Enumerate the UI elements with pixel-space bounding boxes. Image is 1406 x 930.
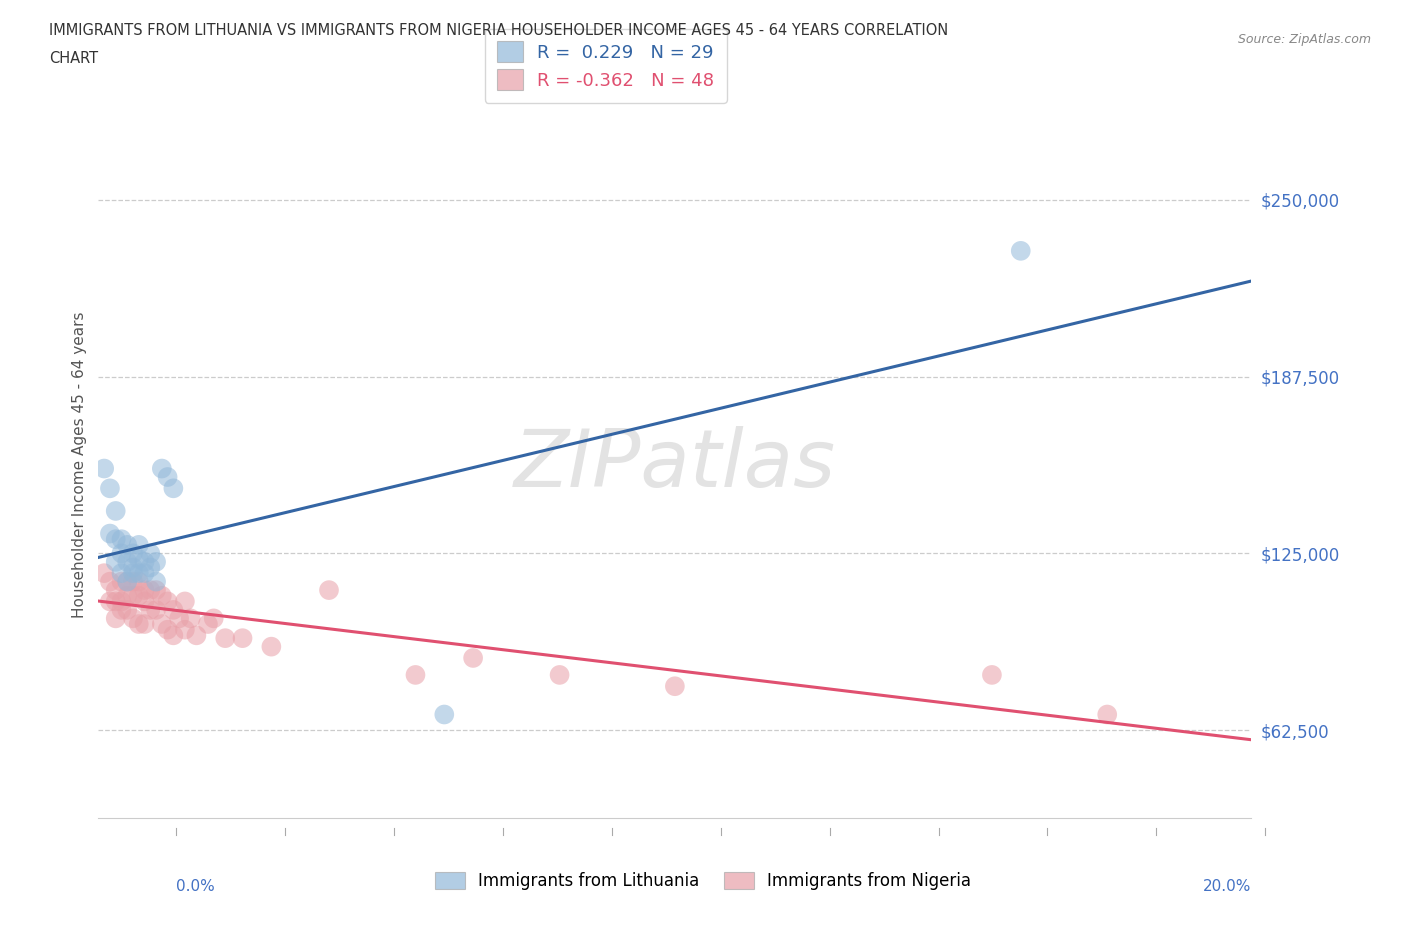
Point [134,554,156,569]
Point [117,589,139,604]
Point [167,611,190,626]
Point [122,574,145,589]
Point [981,668,1004,683]
Point [128,565,150,580]
Point [150,461,173,476]
Point [156,622,179,637]
Point [134,565,156,580]
Point [134,583,156,598]
Point [174,622,197,637]
Point [117,554,139,569]
Point [139,603,162,618]
Point [98,526,121,541]
Legend: Immigrants from Lithuania, Immigrants from Nigeria: Immigrants from Lithuania, Immigrants fr… [426,864,980,898]
Point [139,583,162,598]
Point [110,594,132,609]
Point [110,574,132,589]
Y-axis label: Householder Income Ages 45 - 64 years: Householder Income Ages 45 - 64 years [72,312,87,618]
Point [162,481,184,496]
Point [145,583,167,598]
Point [98,594,121,609]
Point [104,594,127,609]
Point [122,560,145,575]
Point [98,481,121,496]
Point [122,589,145,604]
Point [110,603,132,618]
Text: 20.0%: 20.0% [1204,879,1251,894]
Point [134,617,156,631]
Point [145,574,167,589]
Text: Source: ZipAtlas.com: Source: ZipAtlas.com [1237,33,1371,46]
Point [117,574,139,589]
Point [461,650,484,665]
Point [122,546,145,561]
Point [162,603,184,618]
Point [122,611,145,626]
Point [104,583,127,598]
Text: CHART: CHART [49,51,98,66]
Point [145,603,167,618]
Point [128,617,150,631]
Text: ZIPatlas: ZIPatlas [513,426,837,504]
Point [214,631,236,645]
Point [128,574,150,589]
Text: IMMIGRANTS FROM LITHUANIA VS IMMIGRANTS FROM NIGERIA HOUSEHOLDER INCOME AGES 45 : IMMIGRANTS FROM LITHUANIA VS IMMIGRANTS … [49,23,949,38]
Point [145,554,167,569]
Point [128,551,150,566]
Point [231,631,254,645]
Point [128,538,150,552]
Point [156,594,179,609]
Point [117,538,139,552]
Point [548,668,571,683]
Point [139,560,162,575]
Point [117,603,139,618]
Point [104,611,127,626]
Point [98,574,121,589]
Point [93,565,115,580]
Point [128,589,150,604]
Point [162,628,184,643]
Point [150,617,173,631]
Point [117,574,139,589]
Point [104,532,127,547]
Point [433,707,456,722]
Point [110,546,132,561]
Point [110,532,132,547]
Point [1097,707,1119,722]
Point [664,679,686,694]
Text: 0.0%: 0.0% [176,879,215,894]
Point [110,565,132,580]
Point [318,583,340,598]
Point [202,611,225,626]
Point [174,594,197,609]
Point [93,461,115,476]
Point [150,589,173,604]
Legend: R =  0.229   N = 29, R = -0.362   N = 48: R = 0.229 N = 29, R = -0.362 N = 48 [485,29,727,103]
Point [134,594,156,609]
Point [104,554,127,569]
Point [156,470,179,485]
Point [180,611,202,626]
Point [260,639,283,654]
Point [405,668,427,683]
Point [1010,244,1032,259]
Point [197,617,219,631]
Point [139,546,162,561]
Point [186,628,208,643]
Point [122,565,145,580]
Point [104,503,127,518]
